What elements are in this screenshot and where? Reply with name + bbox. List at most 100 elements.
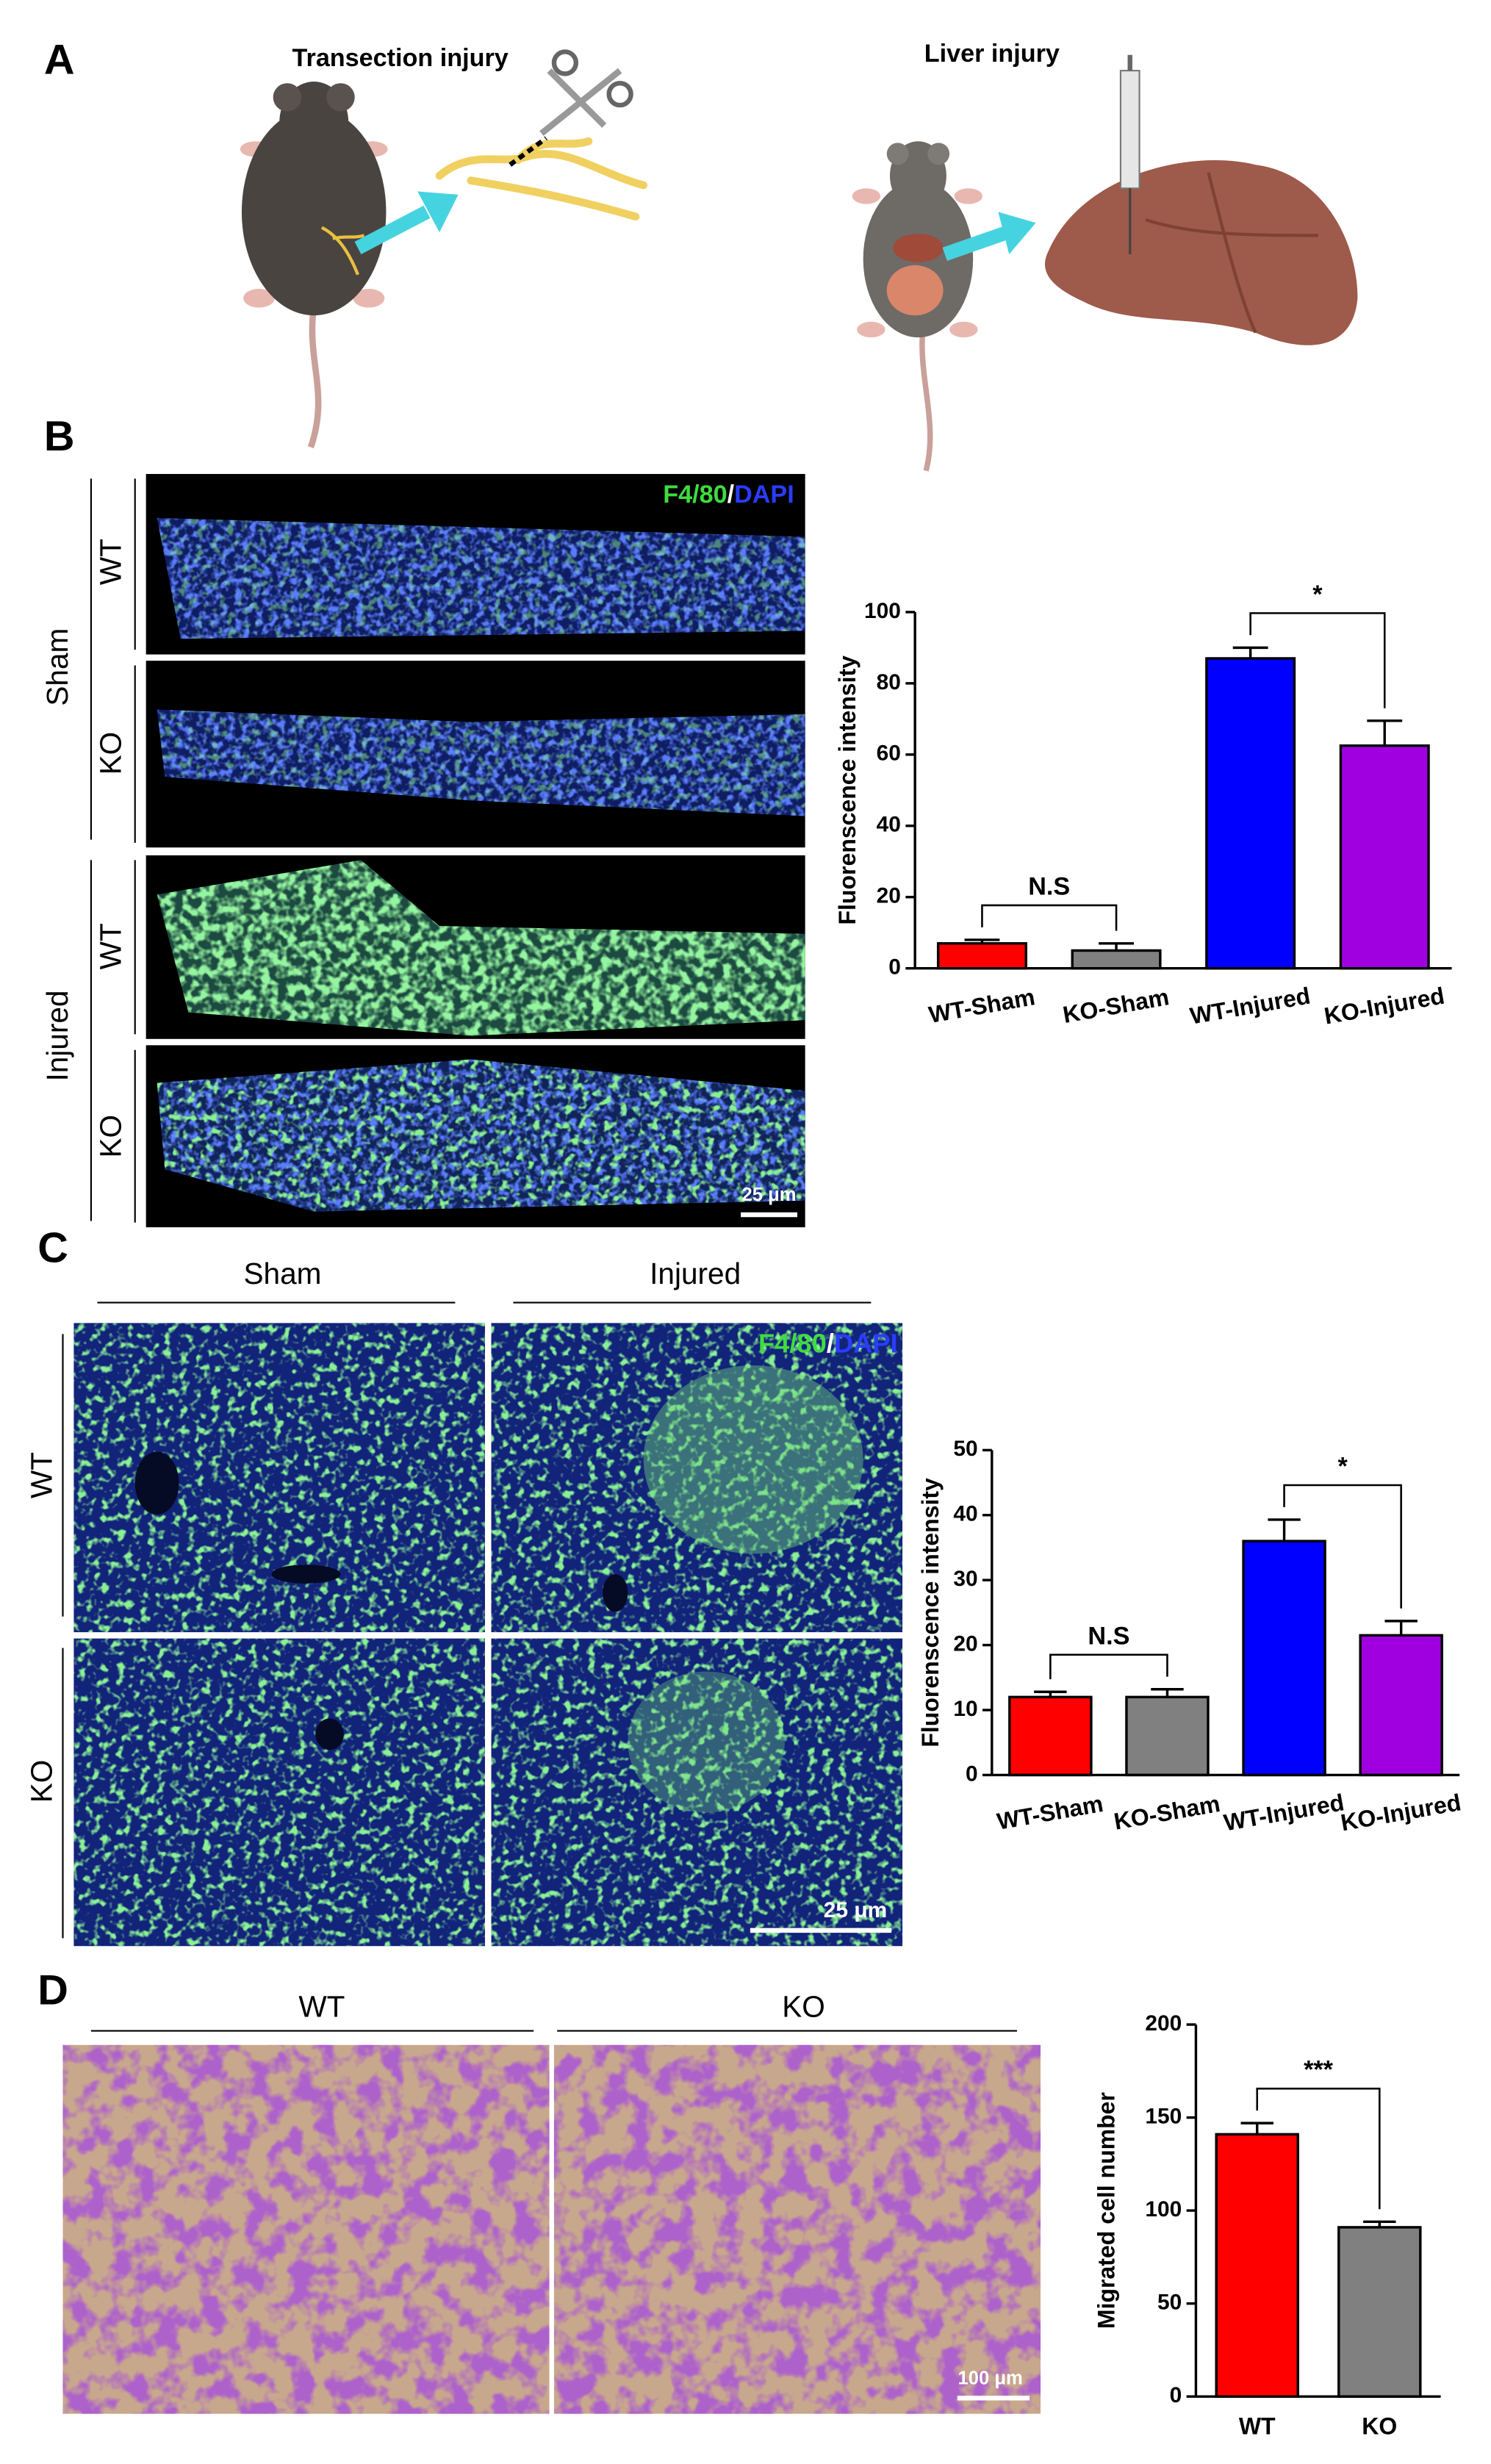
y-tick-label: 40	[877, 813, 901, 837]
scale-bar-label: 25 μm	[742, 1185, 797, 1205]
y-tick-label: 10	[953, 1697, 977, 1721]
y-tick-label: 0	[966, 1761, 978, 1786]
panel-label: B	[44, 413, 75, 460]
paw	[243, 288, 275, 308]
row-label: KO	[94, 1115, 128, 1158]
column-label: WT	[298, 1989, 345, 2023]
column-label: Injured	[650, 1257, 741, 1290]
significance-bracket	[1049, 1653, 1168, 1680]
stain-name: F4/80	[758, 1328, 827, 1358]
cut-line	[509, 136, 548, 167]
significance-bracket	[1283, 1484, 1402, 1609]
microscopy-panel	[62, 2044, 1041, 2414]
y-tick-label: 0	[1170, 2383, 1182, 2407]
y-tick-label: 80	[877, 670, 901, 694]
paw	[852, 188, 881, 204]
y-tick-label: 50	[953, 1437, 977, 1461]
y-tick-label: 150	[1145, 2104, 1182, 2128]
x-tick-label: WT	[1239, 2413, 1276, 2439]
row-label: WT	[94, 539, 128, 585]
infiltrate	[628, 1671, 785, 1813]
mouse-illustration	[240, 82, 388, 449]
bar	[1205, 657, 1296, 970]
x-tick-label: WT-Injured	[1222, 1789, 1346, 1836]
image-texture	[491, 1638, 903, 1947]
x-tick-label: KO-Sham	[1061, 983, 1171, 1028]
scale-bar-label: 100 μm	[958, 2368, 1023, 2388]
nerve	[435, 137, 648, 221]
y-tick-label: 200	[1145, 2011, 1182, 2036]
x-tick-label: WT-Sham	[995, 1790, 1105, 1835]
tissue-texture	[157, 517, 805, 639]
image-texture	[73, 1638, 485, 1947]
paw	[954, 188, 982, 204]
tissue-texture	[157, 860, 805, 1036]
vessel	[271, 1565, 341, 1584]
syringe	[1119, 54, 1140, 254]
significance-label: *	[1337, 1453, 1348, 1481]
stain-label: F4/80/DAPI	[758, 1328, 898, 1358]
significance-label: N.S	[1088, 1622, 1129, 1650]
liver	[1045, 159, 1358, 345]
bar	[936, 942, 1027, 970]
tail	[919, 329, 933, 472]
significance-bracket	[1256, 2087, 1381, 2210]
vessel	[134, 1451, 179, 1515]
x-tick-label: KO-Injured	[1339, 1789, 1463, 1836]
microscopy-panel	[73, 1323, 903, 1947]
y-tick-label: 20	[953, 1631, 977, 1656]
arrow-head	[998, 212, 1036, 254]
group-label: Injured	[40, 991, 74, 1082]
image-texture	[553, 2044, 1041, 2414]
row-label: WT	[94, 923, 128, 969]
y-tick-label: 100	[1145, 2197, 1182, 2221]
y-tick-label: 20	[877, 884, 901, 908]
significance-label: *	[1312, 581, 1323, 608]
bar	[1359, 1634, 1443, 1777]
body	[241, 108, 387, 316]
bar	[1339, 744, 1430, 970]
paw	[949, 321, 978, 338]
ear	[927, 143, 950, 165]
stain-label: F4/80/DAPI	[663, 481, 794, 509]
significance-bracket	[1249, 612, 1386, 708]
x-tick-label: WT-Sham	[927, 983, 1037, 1028]
stain-name: DAPI	[834, 1328, 898, 1358]
illustration-title: Transection injury	[292, 44, 509, 72]
bar	[1337, 2226, 1422, 2398]
arrow	[354, 205, 431, 254]
x-tick-label: KO-Sham	[1112, 1790, 1222, 1835]
column-label: KO	[782, 1989, 825, 2023]
panel-label: C	[37, 1224, 68, 1271]
scale-bar-label: 25 μm	[824, 1898, 887, 1922]
panel-label: D	[37, 1967, 68, 2014]
bar	[1215, 2133, 1299, 2398]
infiltrate	[643, 1365, 863, 1554]
row-label: KO	[94, 732, 128, 775]
y-axis-label: Fluorenscence intensity	[834, 655, 861, 925]
y-tick-label: 100	[864, 599, 901, 623]
row-label: WT	[25, 1452, 59, 1498]
bar	[1242, 1540, 1326, 1777]
tissue-texture	[157, 709, 805, 816]
scissors	[539, 49, 633, 136]
column-label: Sham	[243, 1257, 321, 1290]
nerve	[320, 226, 365, 276]
panel-label: A	[44, 37, 75, 84]
bar	[1071, 949, 1162, 970]
mouse-illustration	[852, 141, 982, 472]
significance-bracket	[981, 904, 1118, 931]
bar	[1125, 1695, 1210, 1777]
microscopy-panel	[145, 473, 805, 1228]
ear	[886, 143, 909, 165]
x-tick-label: KO-Injured	[1322, 983, 1446, 1030]
group-label: Sham	[40, 628, 74, 706]
vessel	[603, 1574, 628, 1612]
y-tick-label: 40	[953, 1502, 977, 1526]
bar	[1008, 1695, 1093, 1777]
vessel	[315, 1718, 344, 1750]
stain-name: DAPI	[734, 481, 794, 509]
organ	[886, 265, 944, 316]
row-label: KO	[25, 1760, 59, 1803]
